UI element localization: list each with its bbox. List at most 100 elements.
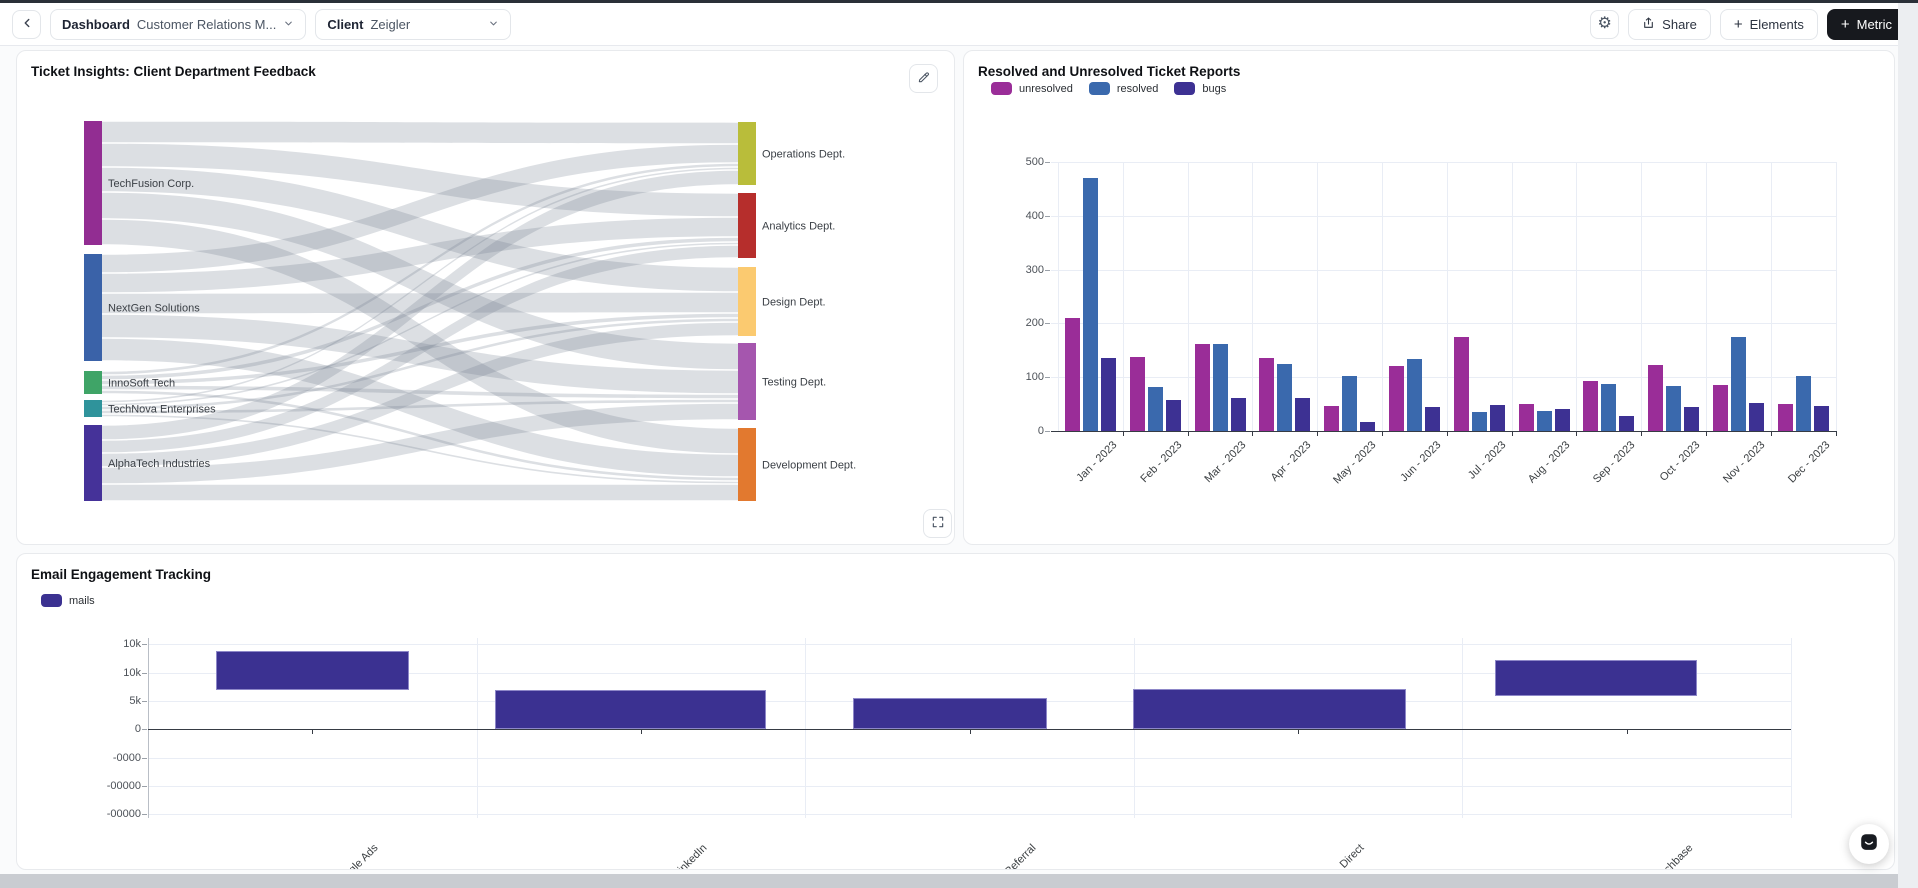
x-tick-label: LinkedIn	[671, 842, 710, 870]
gridline	[148, 786, 1791, 787]
sankey-node-source[interactable]	[84, 425, 102, 501]
x-tick-mark	[1252, 431, 1254, 436]
bar-bugs[interactable]	[1165, 399, 1181, 431]
bar-mails[interactable]	[1133, 689, 1406, 729]
bar-resolved[interactable]	[1536, 410, 1552, 431]
sankey-node-source[interactable]	[84, 121, 102, 245]
bar-bugs[interactable]	[1554, 409, 1570, 431]
client-select[interactable]: Client Zeigler	[315, 8, 512, 40]
sankey-node-target[interactable]	[738, 343, 756, 420]
sankey-link	[102, 390, 738, 481]
bar-bugs[interactable]	[1748, 403, 1764, 431]
gridline	[1051, 323, 1836, 325]
sankey-node-source-label: TechFusion Corp.	[108, 178, 194, 190]
bar-bugs[interactable]	[1295, 398, 1311, 431]
gear-icon: ⚙	[1597, 15, 1612, 32]
sankey-link	[102, 484, 738, 501]
bar-mails[interactable]	[1495, 660, 1697, 696]
chevron-down-icon	[488, 17, 499, 32]
bar-resolved[interactable]	[1666, 385, 1682, 431]
bar-resolved[interactable]	[1147, 386, 1163, 431]
sankey-node-target[interactable]	[738, 267, 756, 336]
x-tick-mark	[1706, 431, 1707, 436]
bar-unresolved[interactable]	[1324, 405, 1340, 431]
bar-mails[interactable]	[495, 689, 766, 729]
sankey-panel: Ticket Insights: Client Department Feedb…	[16, 50, 955, 545]
bar-resolved[interactable]	[1082, 178, 1098, 431]
email-panel-title: Email Engagement Tracking	[31, 567, 212, 582]
x-tick-mark	[1298, 729, 1300, 734]
bar-bugs[interactable]	[1360, 421, 1376, 431]
bar-resolved[interactable]	[1601, 383, 1617, 431]
bar-unresolved[interactable]	[1388, 365, 1404, 431]
bar-unresolved[interactable]	[1712, 385, 1728, 431]
bar-unresolved[interactable]	[1194, 343, 1210, 431]
gridline	[805, 638, 807, 818]
sankey-node-source[interactable]	[84, 371, 102, 394]
bar-unresolved[interactable]	[1777, 404, 1793, 431]
y-tick-label: -0000	[112, 752, 141, 764]
bar-resolved[interactable]	[1342, 375, 1358, 431]
sankey-link	[102, 219, 738, 454]
bar-unresolved[interactable]	[1583, 380, 1599, 431]
bar-resolved[interactable]	[1471, 412, 1487, 431]
bar-bugs[interactable]	[1619, 415, 1635, 431]
x-tick-mark	[1382, 431, 1383, 436]
bar-mails[interactable]	[853, 698, 1047, 729]
bar-bugs[interactable]	[1684, 406, 1700, 431]
gridline	[1051, 215, 1836, 217]
sankey-node-target[interactable]	[738, 428, 756, 501]
gridline	[1446, 162, 1448, 431]
bar-bugs[interactable]	[1424, 407, 1440, 431]
share-button[interactable]: Share	[1628, 8, 1711, 40]
bar-resolved[interactable]	[1406, 358, 1422, 431]
y-tick-mark	[142, 729, 147, 730]
bar-unresolved[interactable]	[1453, 337, 1469, 431]
plus-icon: +	[1840, 15, 1850, 33]
pencil-icon	[917, 70, 931, 87]
dashboard-select[interactable]: Dashboard Customer Relations M...	[50, 8, 307, 40]
bar-resolved[interactable]	[1277, 364, 1293, 431]
bar-resolved[interactable]	[1795, 375, 1811, 431]
edit-widget-button[interactable]	[909, 64, 938, 93]
metric-button[interactable]: + Metric	[1826, 8, 1906, 40]
sankey-link	[102, 144, 738, 273]
chevron-left-icon	[20, 16, 34, 33]
bar-unresolved[interactable]	[1259, 358, 1275, 431]
sankey-node-target-label: Design Dept.	[762, 297, 826, 309]
sankey-node-source[interactable]	[84, 400, 102, 417]
back-button[interactable]	[12, 9, 41, 39]
bar-unresolved[interactable]	[1518, 404, 1534, 431]
sankey-link	[102, 338, 738, 477]
y-axis-line	[148, 638, 149, 818]
sankey-node-target[interactable]	[738, 122, 756, 185]
bar-unresolved[interactable]	[1064, 318, 1080, 431]
x-axis-line	[1051, 431, 1836, 432]
bar-bugs[interactable]	[1489, 405, 1505, 431]
x-tick-mark	[1511, 431, 1513, 436]
tickets-legend-swatch-bugs	[1174, 82, 1196, 95]
bar-resolved[interactable]	[1730, 337, 1746, 431]
bar-unresolved[interactable]	[1648, 365, 1664, 431]
settings-button[interactable]: ⚙	[1590, 9, 1620, 39]
sankey-node-source[interactable]	[84, 254, 102, 361]
chat-button[interactable]	[1849, 824, 1889, 864]
y-tick-mark	[142, 814, 147, 815]
bar-resolved[interactable]	[1212, 344, 1228, 431]
sankey-node-target[interactable]	[738, 193, 756, 258]
bar-mails[interactable]	[216, 650, 409, 690]
bar-bugs[interactable]	[1230, 397, 1246, 431]
y-tick-mark	[142, 758, 147, 759]
expand-widget-button[interactable]	[923, 509, 952, 538]
x-tick-label: Referral	[1001, 842, 1038, 870]
sankey-node-target-label: Analytics Dept.	[762, 221, 835, 233]
bar-bugs[interactable]	[1100, 358, 1116, 431]
bar-bugs[interactable]	[1813, 405, 1829, 431]
horizontal-scrollbar[interactable]	[0, 874, 1898, 888]
elements-button[interactable]: + Elements	[1719, 8, 1818, 40]
sankey-link	[102, 245, 738, 453]
tickets-legend-item: resolved	[1088, 82, 1158, 95]
x-tick-mark	[1576, 431, 1578, 436]
share-icon	[1642, 16, 1655, 33]
bar-unresolved[interactable]	[1129, 356, 1145, 431]
